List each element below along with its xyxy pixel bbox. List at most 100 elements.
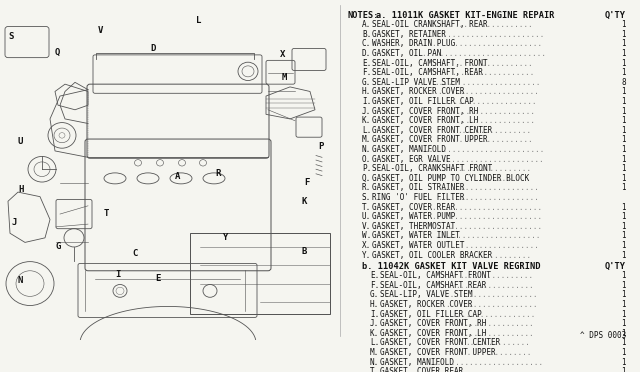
Text: 1: 1 xyxy=(621,291,626,299)
Text: A: A xyxy=(175,172,180,181)
Text: GASKET, OIL FILLER CAP: GASKET, OIL FILLER CAP xyxy=(372,97,474,106)
Text: GASKET, ROCKER COVER: GASKET, ROCKER COVER xyxy=(372,87,465,96)
Text: M: M xyxy=(282,73,287,82)
Text: .......................: ....................... xyxy=(435,231,541,240)
Text: D: D xyxy=(150,44,156,53)
Text: ......................: ...................... xyxy=(438,241,540,250)
Text: ..........................: .......................... xyxy=(424,145,545,154)
Text: SEAL-OIL, CAMSHAFT, FRONT: SEAL-OIL, CAMSHAFT, FRONT xyxy=(372,58,488,68)
Text: ..........................: .......................... xyxy=(424,30,545,39)
Text: SEAL-OIL, CAMSHAFT REAR: SEAL-OIL, CAMSHAFT REAR xyxy=(380,281,486,290)
Text: V: V xyxy=(98,26,104,35)
Text: 1: 1 xyxy=(621,271,626,280)
Text: Q'TY: Q'TY xyxy=(605,262,626,271)
Text: a. 11011K GASKET KIT-ENGINE REPAIR: a. 11011K GASKET KIT-ENGINE REPAIR xyxy=(376,11,554,20)
Text: E.: E. xyxy=(362,58,371,68)
Text: F.: F. xyxy=(370,281,380,290)
Text: .................: ................. xyxy=(456,319,534,328)
Text: ....................: .................... xyxy=(444,97,537,106)
Text: C.: C. xyxy=(362,39,371,48)
Text: F: F xyxy=(304,179,309,187)
Text: L: L xyxy=(196,16,202,25)
Text: ......................: ...................... xyxy=(438,193,540,202)
Text: G: G xyxy=(56,243,61,251)
Text: 1: 1 xyxy=(621,300,626,309)
Text: G.: G. xyxy=(370,291,380,299)
Text: ..................: .................. xyxy=(451,68,534,77)
Text: .................: ................. xyxy=(454,58,532,68)
Text: E: E xyxy=(155,275,161,283)
Text: E.: E. xyxy=(370,271,380,280)
Text: ..............: .............. xyxy=(465,339,530,347)
Text: RING 'O' FUEL FILTER: RING 'O' FUEL FILTER xyxy=(372,193,465,202)
Text: 1: 1 xyxy=(621,174,626,183)
Text: SEAL-OIL, CAMSHAFT FRONT: SEAL-OIL, CAMSHAFT FRONT xyxy=(380,271,491,280)
Text: N.: N. xyxy=(362,145,371,154)
Text: H: H xyxy=(18,185,24,194)
Text: b. 11042K GASKET KIT VALVE REGRIND: b. 11042K GASKET KIT VALVE REGRIND xyxy=(362,262,541,271)
Text: 1: 1 xyxy=(621,251,626,260)
Text: GASKET, COVER FRONT UPPER: GASKET, COVER FRONT UPPER xyxy=(380,348,495,357)
Text: D.: D. xyxy=(362,49,371,58)
Text: J: J xyxy=(12,218,17,227)
Text: 1: 1 xyxy=(621,241,626,250)
Text: GASKET, COVER FRONT CENTER: GASKET, COVER FRONT CENTER xyxy=(380,339,500,347)
Text: A.: A. xyxy=(362,20,371,29)
Text: 1: 1 xyxy=(621,97,626,106)
Text: GASKET, OIL COOLER BRACKER: GASKET, OIL COOLER BRACKER xyxy=(372,251,492,260)
Text: Q.: Q. xyxy=(362,174,371,183)
Text: 1: 1 xyxy=(621,183,626,192)
Text: U: U xyxy=(18,137,24,146)
Text: X: X xyxy=(280,50,285,59)
Text: B: B xyxy=(302,247,307,256)
Text: 1: 1 xyxy=(621,212,626,221)
Text: S.: S. xyxy=(362,193,371,202)
Text: GASKET, MANIFOLD: GASKET, MANIFOLD xyxy=(372,145,446,154)
Text: GASKET, OIL STRAINER: GASKET, OIL STRAINER xyxy=(372,183,465,192)
Text: SEAL-OIL, CRANKSHAFT FRONT: SEAL-OIL, CRANKSHAFT FRONT xyxy=(372,164,492,173)
Text: 1: 1 xyxy=(621,348,626,357)
Text: H.: H. xyxy=(362,87,371,96)
Text: I.: I. xyxy=(370,310,380,319)
Text: 1: 1 xyxy=(621,58,626,68)
Text: ...................: ................... xyxy=(447,106,535,116)
Text: Y: Y xyxy=(222,233,227,242)
Text: P.: P. xyxy=(362,164,371,173)
Text: M.: M. xyxy=(370,348,380,357)
Text: 1: 1 xyxy=(621,310,626,319)
Text: GASKET, OIL PAN: GASKET, OIL PAN xyxy=(372,49,442,58)
Text: T.: T. xyxy=(370,367,380,372)
Text: 1: 1 xyxy=(621,222,626,231)
Text: ................: ................ xyxy=(457,164,531,173)
Text: Q'TY: Q'TY xyxy=(605,11,626,20)
Text: GASKET, COVER FRONT, LH: GASKET, COVER FRONT, LH xyxy=(380,329,486,338)
Text: F.: F. xyxy=(362,68,371,77)
Text: ^ DPS 0003: ^ DPS 0003 xyxy=(580,331,626,340)
Text: N.: N. xyxy=(370,357,380,367)
Text: 1: 1 xyxy=(621,106,626,116)
Text: GASKET, MANIFOLD: GASKET, MANIFOLD xyxy=(380,357,454,367)
Text: M.: M. xyxy=(362,135,371,144)
Text: H.: H. xyxy=(370,300,380,309)
Text: .................: ................. xyxy=(454,135,532,144)
Text: 1: 1 xyxy=(621,231,626,240)
Text: NOTES:: NOTES: xyxy=(348,11,380,20)
Text: 1: 1 xyxy=(621,68,626,77)
Text: ........................: ........................ xyxy=(431,39,542,48)
Text: X.: X. xyxy=(362,241,371,250)
Text: ................: ................ xyxy=(457,126,531,135)
Text: R: R xyxy=(215,169,220,178)
Text: L.: L. xyxy=(362,126,371,135)
Text: GASKET, COVER FRONT, RH: GASKET, COVER FRONT, RH xyxy=(380,319,486,328)
Text: GASKET, EGR VALVE: GASKET, EGR VALVE xyxy=(372,155,451,164)
Text: ........: ........ xyxy=(484,174,520,183)
Text: 1: 1 xyxy=(621,357,626,367)
Text: U.: U. xyxy=(362,212,371,221)
Text: Q: Q xyxy=(55,48,60,57)
Text: GASKET, THERMOSTAT: GASKET, THERMOSTAT xyxy=(372,222,455,231)
Text: N: N xyxy=(18,276,24,285)
Text: 1: 1 xyxy=(621,164,626,173)
Text: K.: K. xyxy=(370,329,380,338)
Text: 1: 1 xyxy=(621,39,626,48)
Text: GASKET, RETAINER: GASKET, RETAINER xyxy=(372,30,446,39)
